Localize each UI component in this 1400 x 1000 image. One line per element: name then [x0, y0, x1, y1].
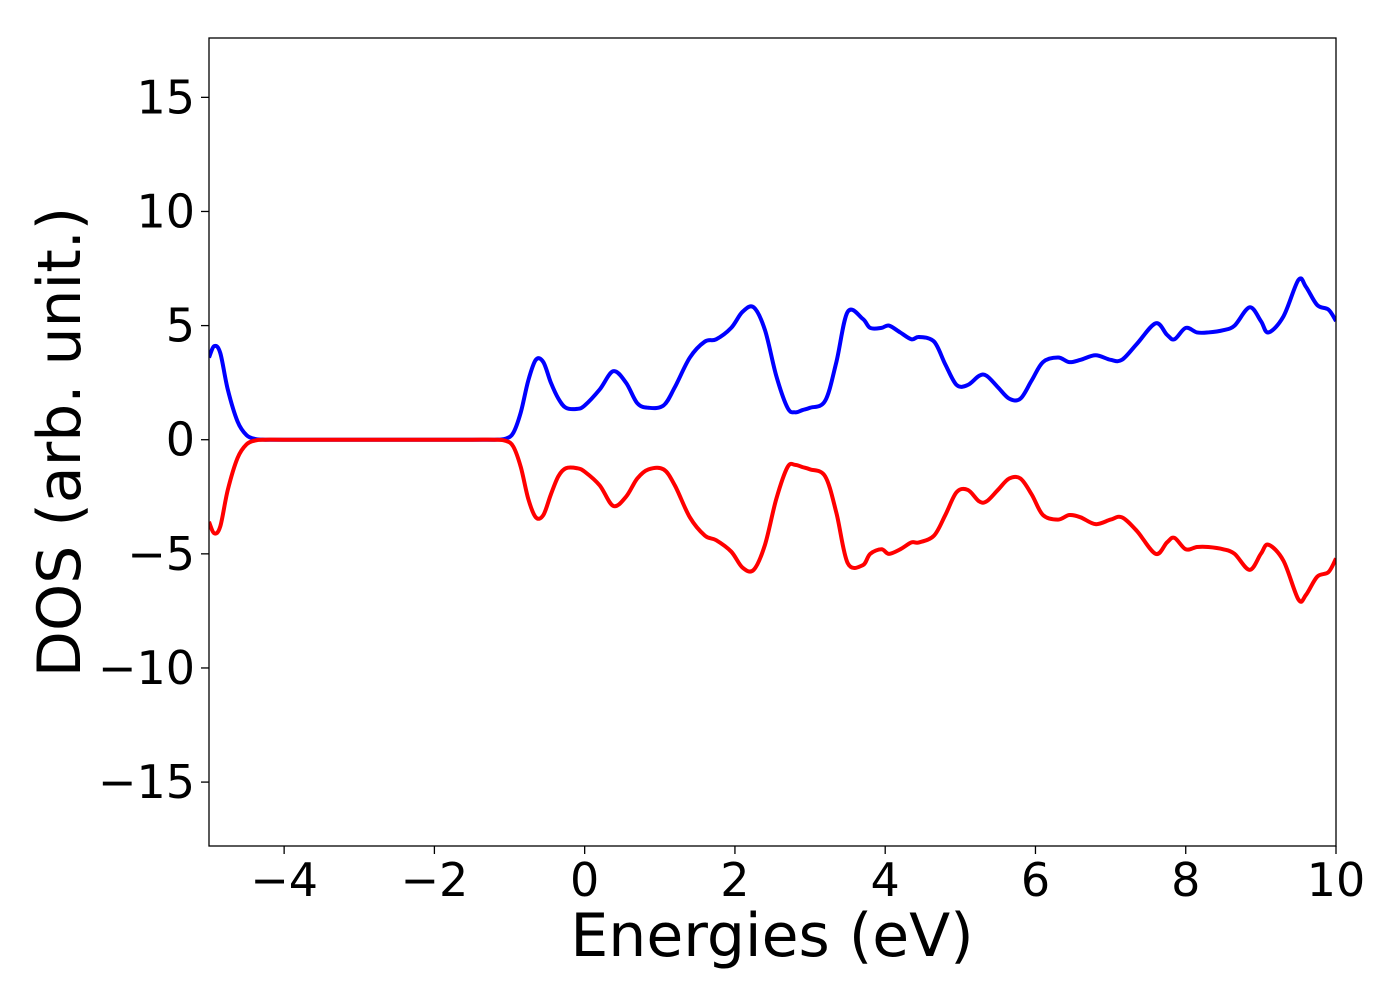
x-tick-label: 4: [871, 853, 900, 907]
y-tick-label: 0: [166, 413, 195, 467]
y-axis-label: DOS (arb. unit.): [25, 207, 95, 677]
y-tick-label: 10: [136, 184, 195, 238]
spin-down-dos-line: [209, 437, 1336, 604]
x-axis-ticks: −4 −2 0 2 4 6 8 10: [250, 846, 1365, 907]
plot-frame: [208, 37, 1337, 847]
y-tick-label: −10: [98, 641, 195, 695]
y-tick-label: 5: [166, 299, 195, 353]
y-tick-label: −15: [98, 755, 195, 809]
x-axis-label: Energies (eV): [570, 901, 973, 971]
spin-up-dos-line: [209, 276, 1336, 442]
x-tick-label: −2: [400, 853, 468, 907]
x-tick-label: 10: [1307, 853, 1366, 907]
x-tick-label: 0: [570, 853, 599, 907]
x-tick-label: 8: [1171, 853, 1200, 907]
plot-area: [209, 38, 1336, 846]
y-tick-label: −5: [127, 527, 195, 581]
x-tick-label: −4: [250, 853, 318, 907]
x-tick-label: 6: [1021, 853, 1050, 907]
x-tick-label: 2: [720, 853, 749, 907]
y-axis-ticks: −15 −10 −5 0 5 10 15: [98, 70, 209, 809]
series-layer: [209, 276, 1336, 604]
y-tick-label: 15: [136, 70, 195, 124]
